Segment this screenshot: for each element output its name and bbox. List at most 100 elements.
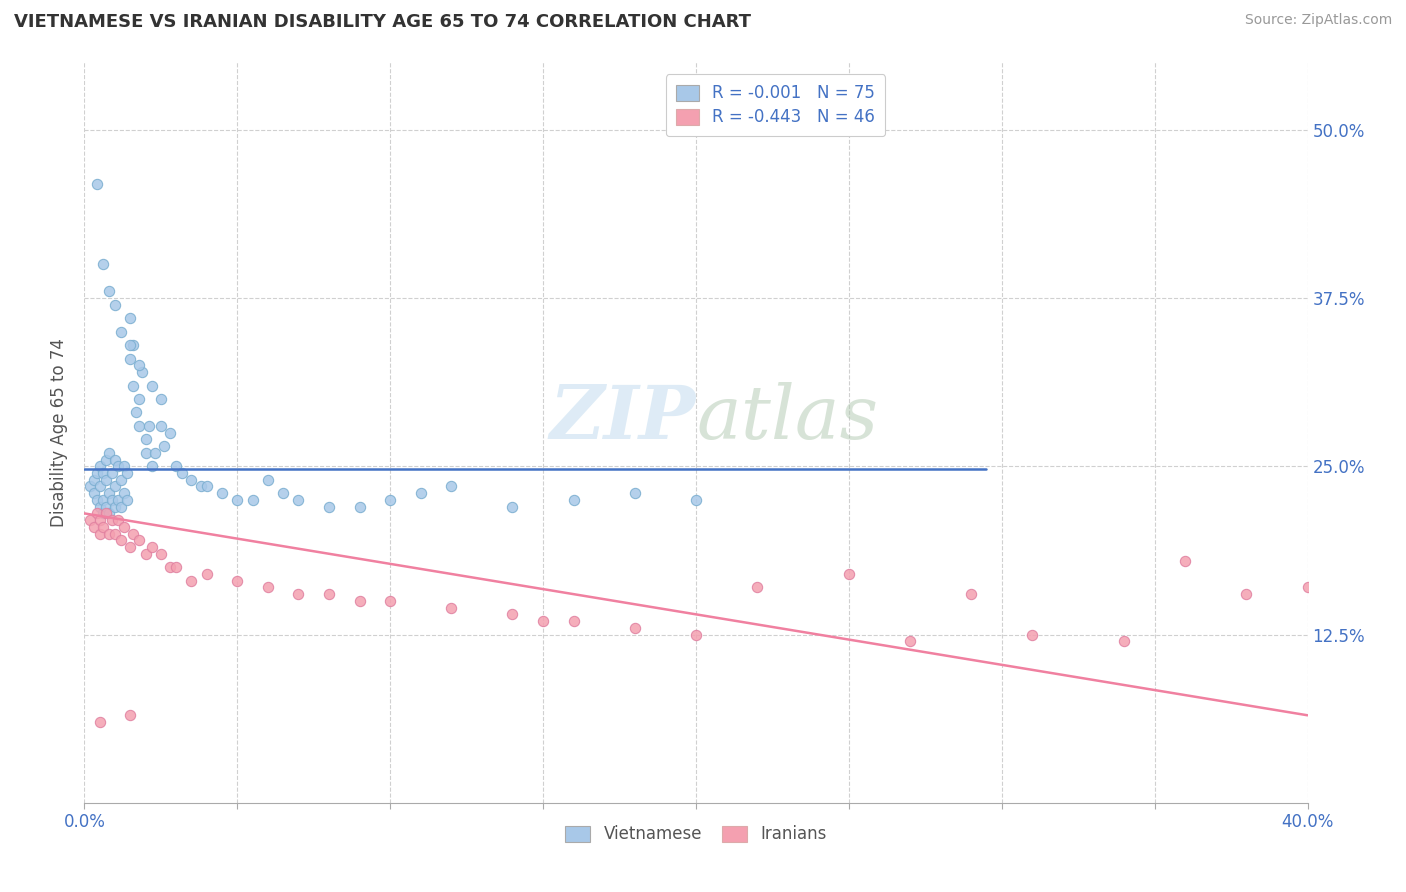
Point — [110, 325, 132, 339]
Point — [125, 405, 148, 419]
Point — [104, 452, 127, 467]
Point — [91, 466, 114, 480]
Point — [149, 547, 172, 561]
Point — [1296, 581, 1319, 595]
Point — [380, 492, 402, 507]
Point — [531, 614, 554, 628]
Legend: Vietnamese, Iranians: Vietnamese, Iranians — [558, 819, 834, 850]
Point — [128, 359, 150, 373]
Point — [747, 581, 769, 595]
Point — [89, 714, 111, 729]
Point — [165, 459, 187, 474]
Point — [149, 392, 172, 406]
Point — [226, 574, 249, 588]
Point — [380, 594, 402, 608]
Point — [1174, 553, 1197, 567]
Point — [131, 365, 153, 379]
Text: Source: ZipAtlas.com: Source: ZipAtlas.com — [1244, 13, 1392, 28]
Point — [960, 587, 983, 601]
Point — [107, 492, 129, 507]
Point — [165, 560, 187, 574]
Point — [86, 507, 108, 521]
Point — [101, 466, 124, 480]
Point — [141, 378, 163, 392]
Point — [115, 466, 138, 480]
Point — [287, 587, 309, 601]
Point — [135, 547, 157, 561]
Point — [94, 473, 117, 487]
Point — [94, 507, 117, 521]
Point — [502, 607, 524, 622]
Point — [1236, 587, 1258, 601]
Point — [898, 634, 921, 648]
Point — [101, 492, 124, 507]
Point — [94, 500, 117, 514]
Point — [562, 614, 585, 628]
Point — [122, 378, 145, 392]
Point — [89, 479, 111, 493]
Point — [149, 418, 172, 433]
Point — [86, 492, 108, 507]
Point — [110, 473, 132, 487]
Point — [79, 479, 101, 493]
Point — [89, 459, 111, 474]
Point — [318, 587, 340, 601]
Point — [97, 507, 120, 521]
Point — [104, 298, 127, 312]
Point — [685, 627, 707, 641]
Point — [122, 526, 145, 541]
Point — [122, 338, 145, 352]
Point — [89, 526, 111, 541]
Point — [101, 513, 124, 527]
Text: VIETNAMESE VS IRANIAN DISABILITY AGE 65 TO 74 CORRELATION CHART: VIETNAMESE VS IRANIAN DISABILITY AGE 65 … — [14, 13, 751, 31]
Point — [271, 486, 294, 500]
Point — [104, 526, 127, 541]
Point — [91, 520, 114, 534]
Point — [141, 540, 163, 554]
Point — [562, 492, 585, 507]
Point — [128, 392, 150, 406]
Point — [128, 418, 150, 433]
Point — [89, 513, 111, 527]
Y-axis label: Disability Age 65 to 74: Disability Age 65 to 74 — [51, 338, 69, 527]
Point — [211, 486, 233, 500]
Point — [94, 452, 117, 467]
Point — [104, 500, 127, 514]
Point — [141, 459, 163, 474]
Point — [112, 459, 135, 474]
Point — [624, 621, 647, 635]
Point — [257, 581, 280, 595]
Point — [440, 600, 463, 615]
Point — [120, 338, 142, 352]
Point — [135, 433, 157, 447]
Point — [190, 479, 212, 493]
Point — [159, 425, 181, 440]
Point — [86, 177, 108, 191]
Point — [97, 486, 120, 500]
Point — [318, 500, 340, 514]
Point — [624, 486, 647, 500]
Point — [502, 500, 524, 514]
Point — [97, 285, 120, 299]
Point — [107, 459, 129, 474]
Point — [107, 513, 129, 527]
Point — [143, 446, 166, 460]
Point — [409, 486, 432, 500]
Point — [242, 492, 264, 507]
Point — [1021, 627, 1043, 641]
Point — [195, 566, 218, 581]
Point — [97, 446, 120, 460]
Point — [115, 492, 138, 507]
Point — [838, 566, 860, 581]
Point — [112, 520, 135, 534]
Point — [104, 479, 127, 493]
Point — [79, 513, 101, 527]
Point — [91, 507, 114, 521]
Point — [91, 257, 114, 271]
Point — [86, 466, 108, 480]
Point — [172, 466, 194, 480]
Point — [180, 574, 202, 588]
Point — [226, 492, 249, 507]
Point — [153, 439, 176, 453]
Point — [287, 492, 309, 507]
